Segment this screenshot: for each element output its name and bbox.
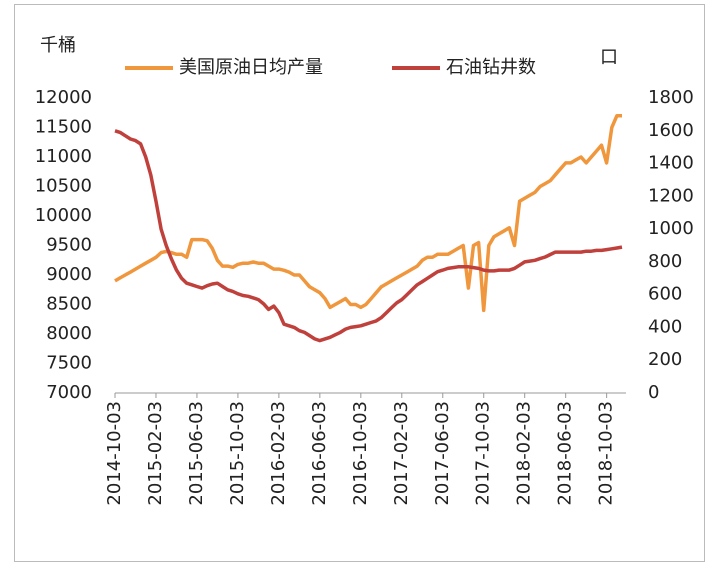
y-tick-label: 7000: [46, 382, 92, 403]
y2-tick-label: 400: [648, 316, 682, 337]
x-tick-label: 2016-10-03: [350, 401, 371, 506]
y-tick-label: 12000: [35, 87, 92, 108]
y2-tick-label: 600: [648, 284, 682, 305]
x-tick-label: 2016-02-03: [268, 401, 289, 506]
y2-tick-label: 200: [648, 349, 682, 370]
y-tick-label: 9000: [46, 264, 92, 285]
y2-tick-label: 800: [648, 251, 682, 272]
x-tick-label: 2018-10-03: [596, 401, 617, 506]
y2-tick-label: 1000: [648, 218, 694, 239]
y-tick-label: 11500: [35, 117, 92, 138]
x-tick-label: 2017-10-03: [473, 401, 494, 506]
y2-tick-label: 1200: [648, 185, 694, 206]
x-tick-label: 2014-10-03: [104, 401, 125, 506]
y2-tick-label: 1800: [648, 87, 694, 108]
y2-tick-label: 1400: [648, 153, 694, 174]
series-line: [114, 113, 622, 313]
x-tick-label: 2018-02-03: [514, 401, 535, 506]
y-tick-label: 8000: [46, 323, 92, 344]
series-line: [114, 129, 623, 343]
y2-tick-label: 1600: [648, 120, 694, 141]
y-tick-label: 8500: [46, 294, 92, 315]
y-tick-label: 7500: [46, 353, 92, 374]
x-tick-label: 2017-02-03: [391, 401, 412, 506]
x-tick-label: 2015-02-03: [145, 401, 166, 506]
y-tick-label: 11000: [35, 146, 92, 167]
x-tick-label: 2015-10-03: [227, 401, 248, 506]
x-tick-label: 2017-06-03: [432, 401, 453, 506]
x-tick-label: 2015-06-03: [186, 401, 207, 506]
y-tick-label: 10500: [35, 176, 92, 197]
y-tick-label: 10000: [35, 205, 92, 226]
x-tick-label: 2016-06-03: [309, 401, 330, 506]
y-tick-label: 9500: [46, 235, 92, 256]
x-tick-label: 2018-06-03: [555, 401, 576, 506]
y2-tick-label: 0: [648, 382, 659, 403]
legend-label: 石油钻井数: [446, 57, 536, 78]
legend-label: 美国原油日均产量: [179, 57, 323, 78]
chart-border: [14, 4, 705, 562]
y-axis-label: 千桶: [40, 35, 76, 56]
y2-axis-label: 口: [600, 47, 618, 68]
